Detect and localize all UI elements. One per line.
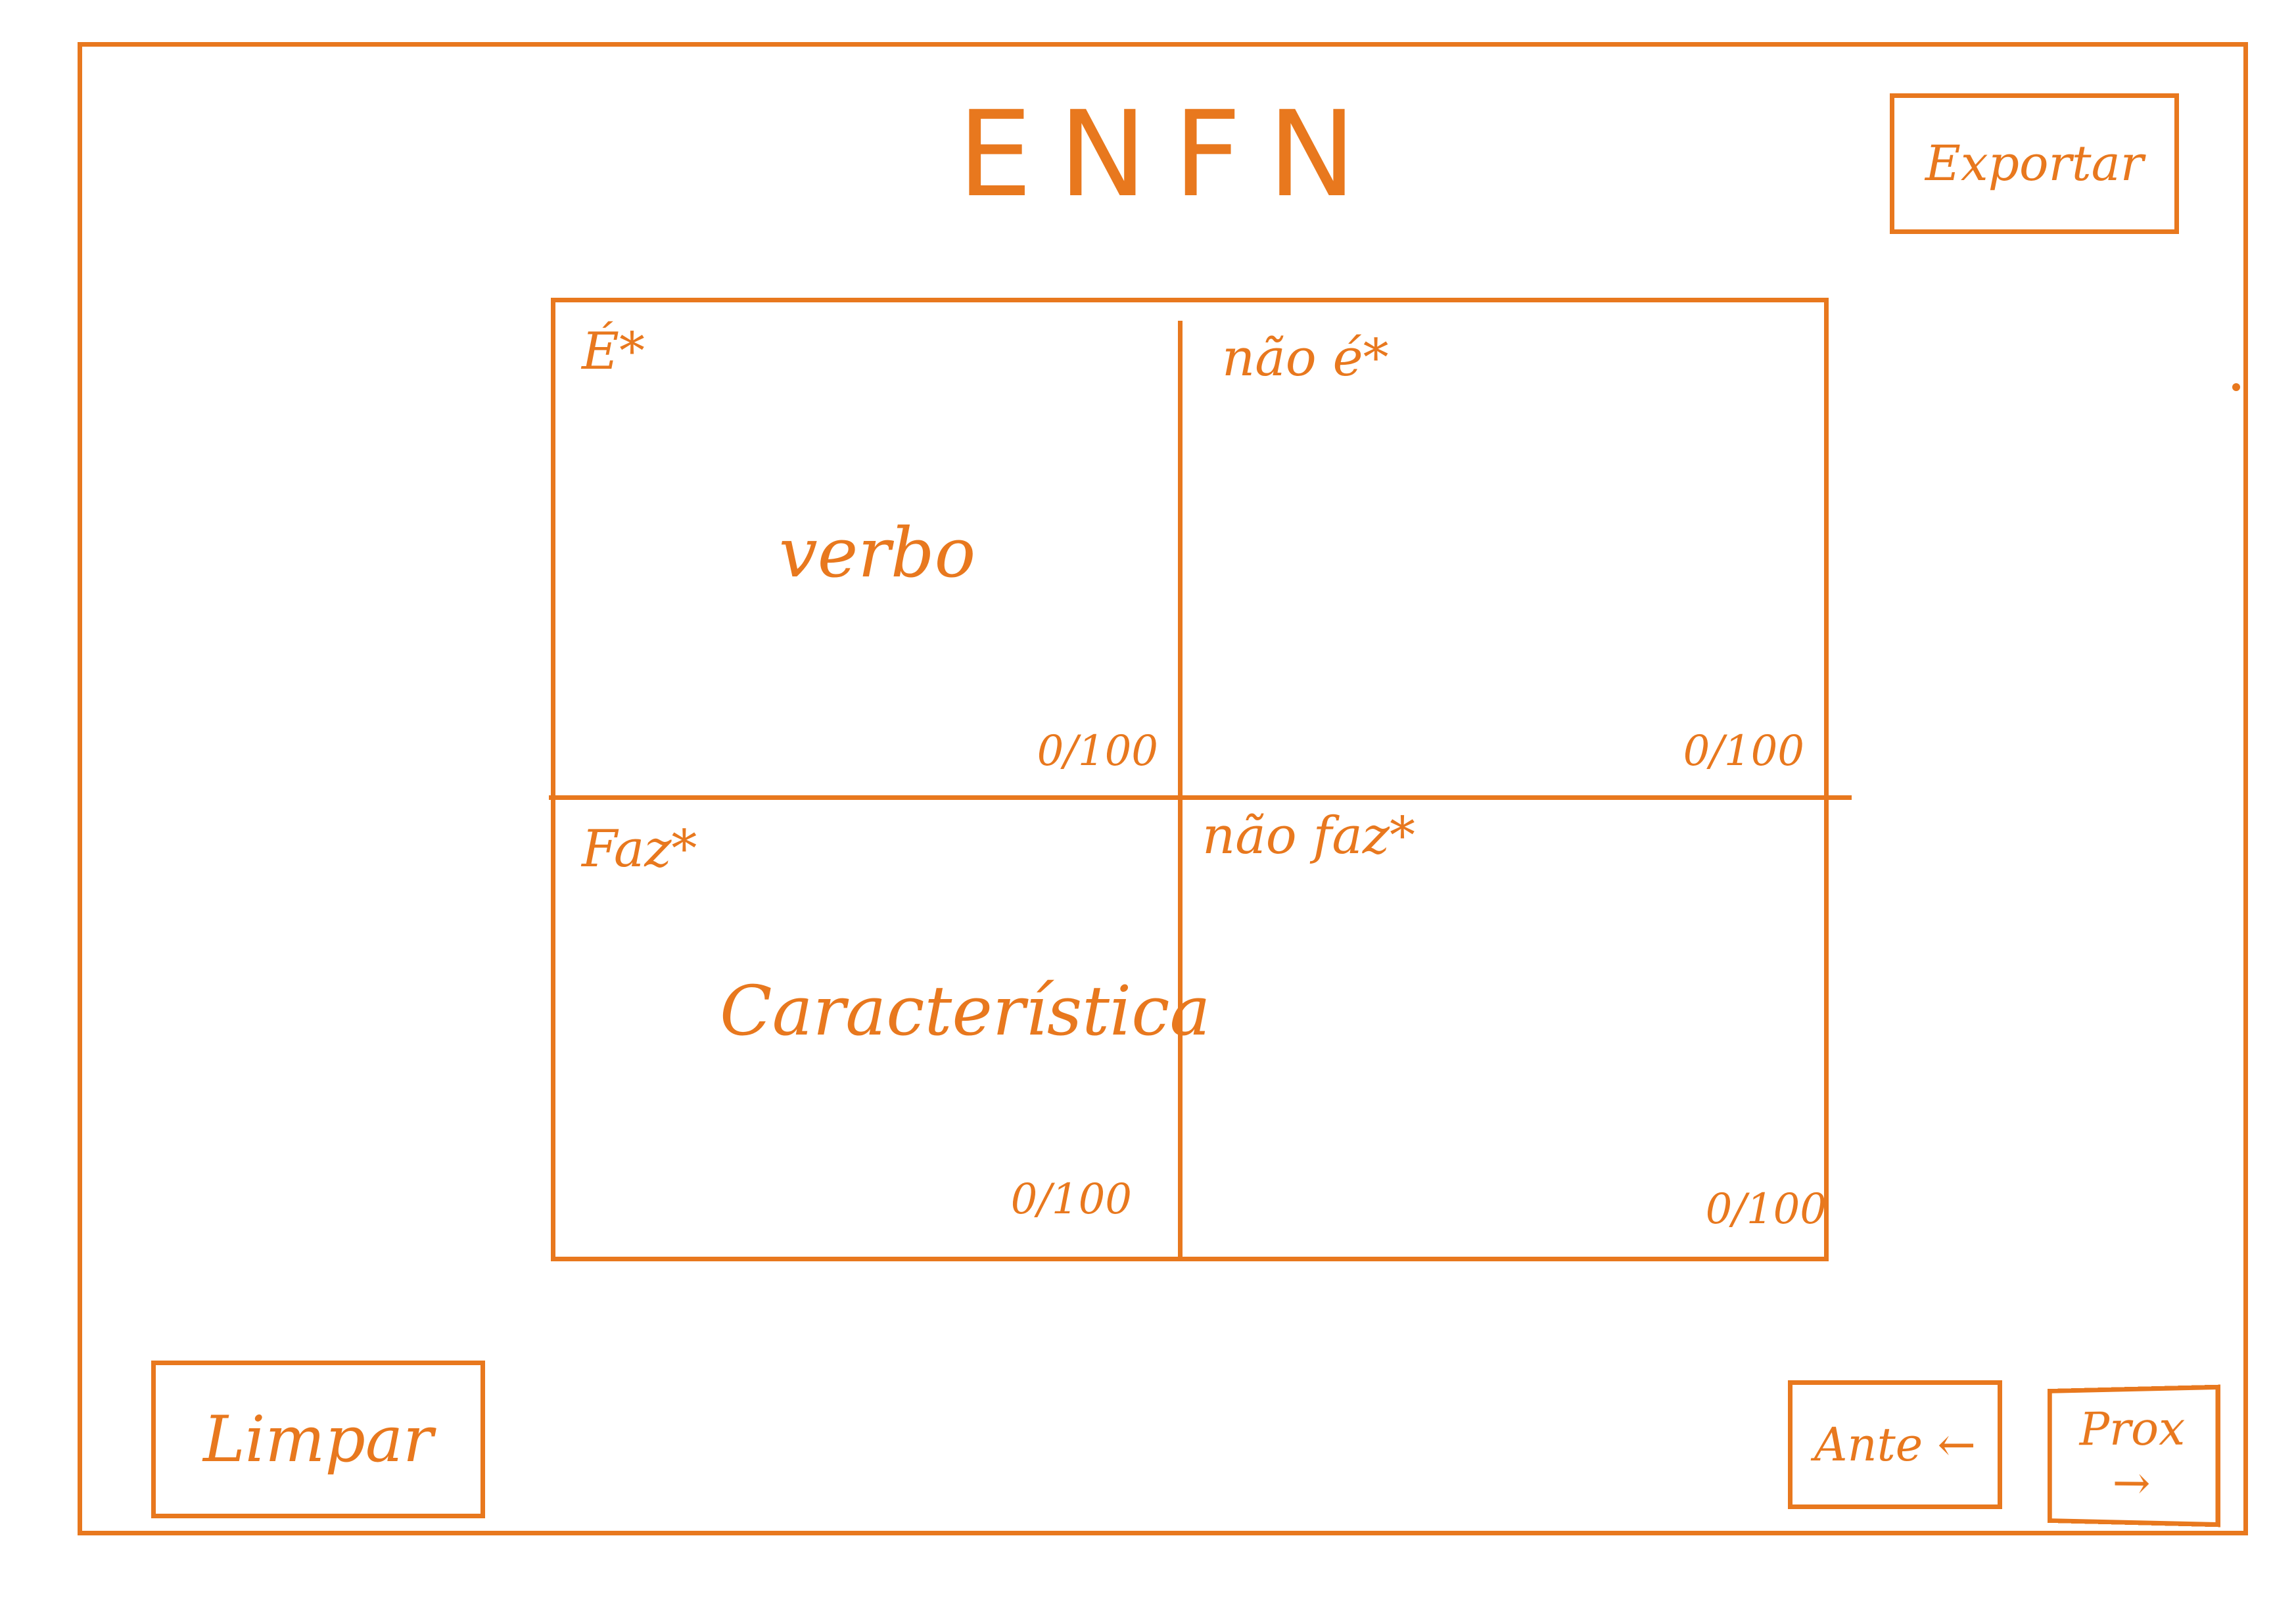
quadrant-does[interactable]: Faz* Característica 0/100 — [555, 800, 1211, 1257]
quadrant-does-label: Faz* — [582, 820, 697, 879]
export-button[interactable]: Exportar — [1890, 93, 2179, 234]
quadrant-does-not-counter: 0/100 — [1705, 1185, 1827, 1234]
previous-button[interactable]: Ante ← — [1788, 1380, 2002, 1509]
stray-dot — [2232, 383, 2240, 391]
page-title: ENFN — [957, 85, 1383, 223]
vertical-divider — [1178, 321, 1183, 1259]
quadrant-is-not-counter: 0/100 — [1683, 727, 1804, 776]
clear-button[interactable]: Limpar — [151, 1361, 485, 1518]
quadrant-is-not[interactable]: não é* 0/100 — [1183, 302, 1824, 795]
quadrant-is[interactable]: É* verbo 0/100 — [555, 302, 1178, 795]
quadrant-does-counter: 0/100 — [1010, 1175, 1132, 1224]
quadrant-does-not-label: não faz* — [1202, 806, 1415, 866]
quadrant-is-counter: 0/100 — [1037, 727, 1158, 776]
app-frame — [78, 42, 2248, 1535]
quadrant-is-content[interactable]: verbo — [779, 513, 976, 593]
quadrant-does-content[interactable]: Característica — [720, 971, 1211, 1051]
next-button[interactable]: Prox → — [2048, 1384, 2220, 1527]
quadrant-matrix: É* verbo 0/100 não é* 0/100 Faz* Caracte… — [549, 298, 1852, 1261]
quadrant-is-not-label: não é* — [1222, 329, 1389, 388]
horizontal-divider — [549, 795, 1852, 800]
quadrant-is-label: É* — [582, 322, 645, 381]
quadrant-does-not[interactable]: não faz* 0/100 — [1183, 800, 1827, 1257]
